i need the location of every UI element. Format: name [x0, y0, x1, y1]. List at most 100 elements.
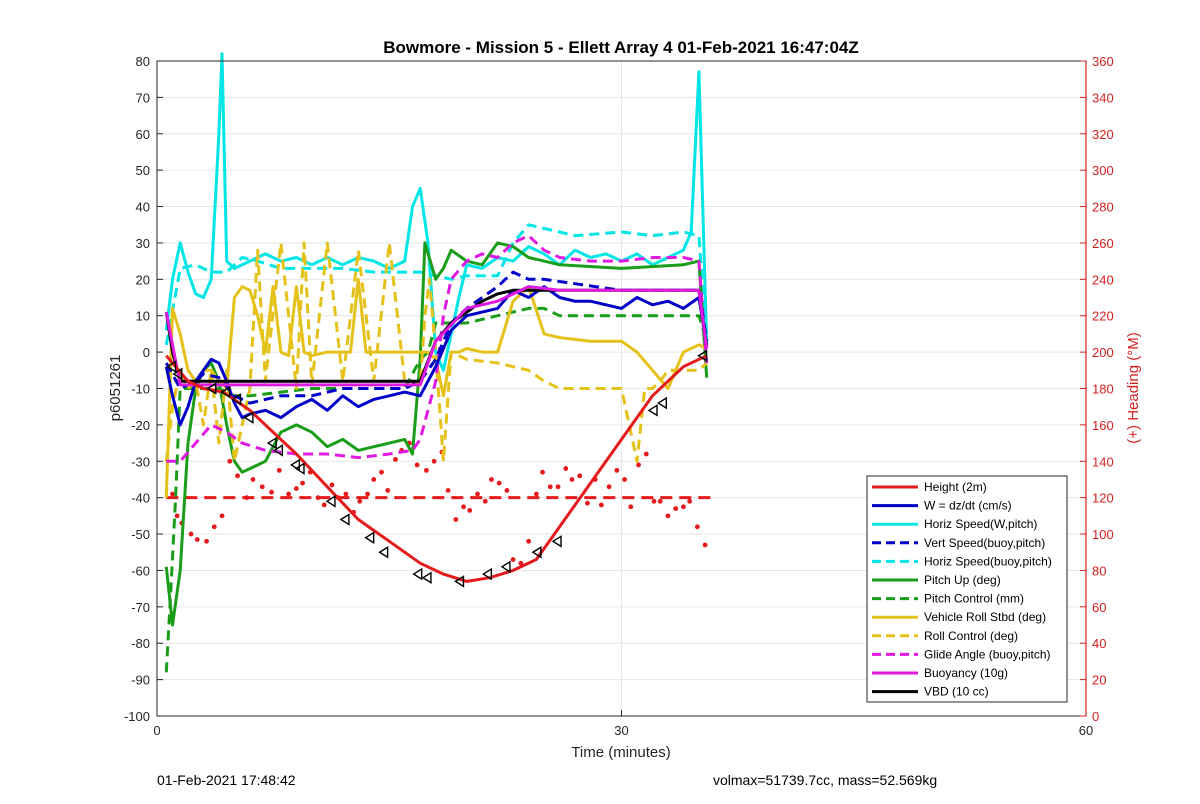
legend-label: W = dz/dt (cm/s) — [924, 499, 1012, 513]
marker-layer — [166, 349, 708, 588]
heading-point — [651, 498, 657, 504]
heading-point — [219, 513, 225, 519]
heading-point — [461, 504, 466, 510]
heading-point — [489, 477, 494, 482]
heading-point — [343, 491, 349, 497]
footer-volmax-mass: volmax=51739.7cc, mass=52.569kg — [713, 772, 938, 788]
legend-label: Pitch Control (mm) — [924, 592, 1024, 606]
heading-point — [329, 482, 335, 488]
heading-point — [606, 484, 612, 490]
y-tick-label: 10 — [136, 309, 150, 324]
heading-point — [414, 462, 420, 468]
y2-tick-label: 140 — [1092, 454, 1114, 469]
heading-point — [211, 524, 217, 530]
series-line-vert-speed-buoy-pitch — [164, 270, 709, 405]
height-marker — [412, 567, 423, 581]
height-marker — [325, 495, 336, 508]
legend-label: Horiz Speed(buoy,pitch) — [924, 554, 1052, 568]
height-marker — [243, 411, 254, 424]
height-marker — [647, 404, 658, 417]
y-tick-label: 40 — [136, 200, 150, 215]
height-marker — [166, 360, 177, 373]
heading-point — [269, 489, 274, 495]
height-marker — [266, 436, 277, 450]
heading-point — [547, 484, 553, 490]
heading-point — [235, 473, 240, 479]
heading-point — [577, 473, 583, 479]
heading-point — [170, 491, 175, 497]
height-marker — [482, 567, 493, 581]
heading-layer — [166, 440, 715, 566]
y-tick-label: -90 — [131, 673, 150, 688]
y2-tick-label: 80 — [1092, 563, 1106, 578]
heading-point — [379, 469, 384, 475]
y-tick-label: -50 — [131, 527, 150, 542]
heading-point — [628, 504, 634, 510]
legend-label: VBD (10 cc) — [924, 685, 989, 699]
y2-tick-label: 280 — [1092, 200, 1114, 215]
y2-tick-label: 160 — [1092, 418, 1114, 433]
series-line-horiz-speed-w-pitch — [164, 52, 709, 372]
legend-label: Horiz Speed(W,pitch) — [924, 517, 1037, 531]
heading-point — [518, 560, 524, 566]
heading-point — [315, 495, 321, 501]
x-axis-label: Time (minutes) — [571, 744, 670, 761]
y2-tick-label: 220 — [1092, 309, 1114, 324]
height-marker — [231, 393, 242, 406]
y-tick-label: 0 — [143, 345, 150, 360]
heading-point — [563, 466, 569, 471]
mission-chart: -100-90-80-70-60-50-40-30-20-10010203040… — [107, 38, 1142, 761]
heading-point — [585, 500, 590, 506]
legend-label: Height (2m) — [924, 480, 987, 494]
height-marker — [364, 531, 375, 544]
y-tick-label: -80 — [131, 636, 150, 651]
legend-label: Vert Speed(buoy,pitch) — [924, 536, 1045, 550]
heading-point — [643, 451, 649, 457]
x-tick-label: 0 — [153, 723, 160, 738]
height-marker — [220, 385, 231, 399]
legend-label: Buoyancy (10g) — [924, 666, 1008, 680]
y-tick-label: -20 — [131, 418, 150, 433]
legend-label: Vehicle Roll Stbd (deg) — [924, 610, 1046, 624]
y-tick-label: 20 — [136, 272, 150, 287]
heading-point — [188, 531, 194, 537]
heading-point — [250, 477, 256, 482]
heading-point — [300, 480, 305, 486]
heading-point — [687, 498, 693, 504]
heading-point — [475, 491, 480, 497]
heading-point — [276, 467, 282, 473]
x-tick-label: 60 — [1079, 723, 1093, 738]
heading-point — [431, 458, 437, 464]
legend-label: Glide Angle (buoy,pitch) — [924, 647, 1051, 661]
heading-point — [694, 524, 700, 530]
legend-label: Roll Control (deg) — [924, 629, 1018, 643]
y2-axis-label: (+) Heading (°M) — [1125, 332, 1142, 443]
y-tick-label: -100 — [124, 709, 150, 724]
height-marker — [172, 367, 183, 381]
height-marker — [290, 458, 301, 472]
height-marker — [421, 571, 432, 584]
height-marker — [378, 545, 389, 559]
y2-tick-label: 0 — [1092, 709, 1099, 724]
series-line-pitch-control-mm — [164, 306, 709, 673]
y-tick-label: -40 — [131, 491, 150, 506]
y2-tick-label: 320 — [1092, 127, 1114, 142]
heading-point — [636, 462, 641, 468]
heading-point — [424, 467, 429, 473]
y2-tick-label: 40 — [1092, 636, 1106, 651]
y2-tick-label: 60 — [1092, 600, 1106, 615]
y2-tick-label: 240 — [1092, 272, 1114, 287]
y2-tick-label: 180 — [1092, 382, 1114, 397]
y-tick-label: -70 — [131, 600, 150, 615]
series-line-w-dz-dt-cm-s — [164, 285, 709, 427]
heading-point — [673, 506, 679, 511]
heading-point — [227, 458, 233, 464]
height-marker — [206, 382, 217, 395]
y-tick-label: -60 — [131, 563, 150, 578]
series-line-roll-control-deg — [164, 241, 708, 463]
legend-label: Pitch Up (deg) — [924, 573, 1001, 587]
heading-point — [194, 537, 200, 542]
height-marker — [551, 535, 562, 548]
heading-point — [504, 487, 510, 493]
chart-title: Bowmore - Mission 5 - Ellett Array 4 01-… — [383, 38, 859, 57]
